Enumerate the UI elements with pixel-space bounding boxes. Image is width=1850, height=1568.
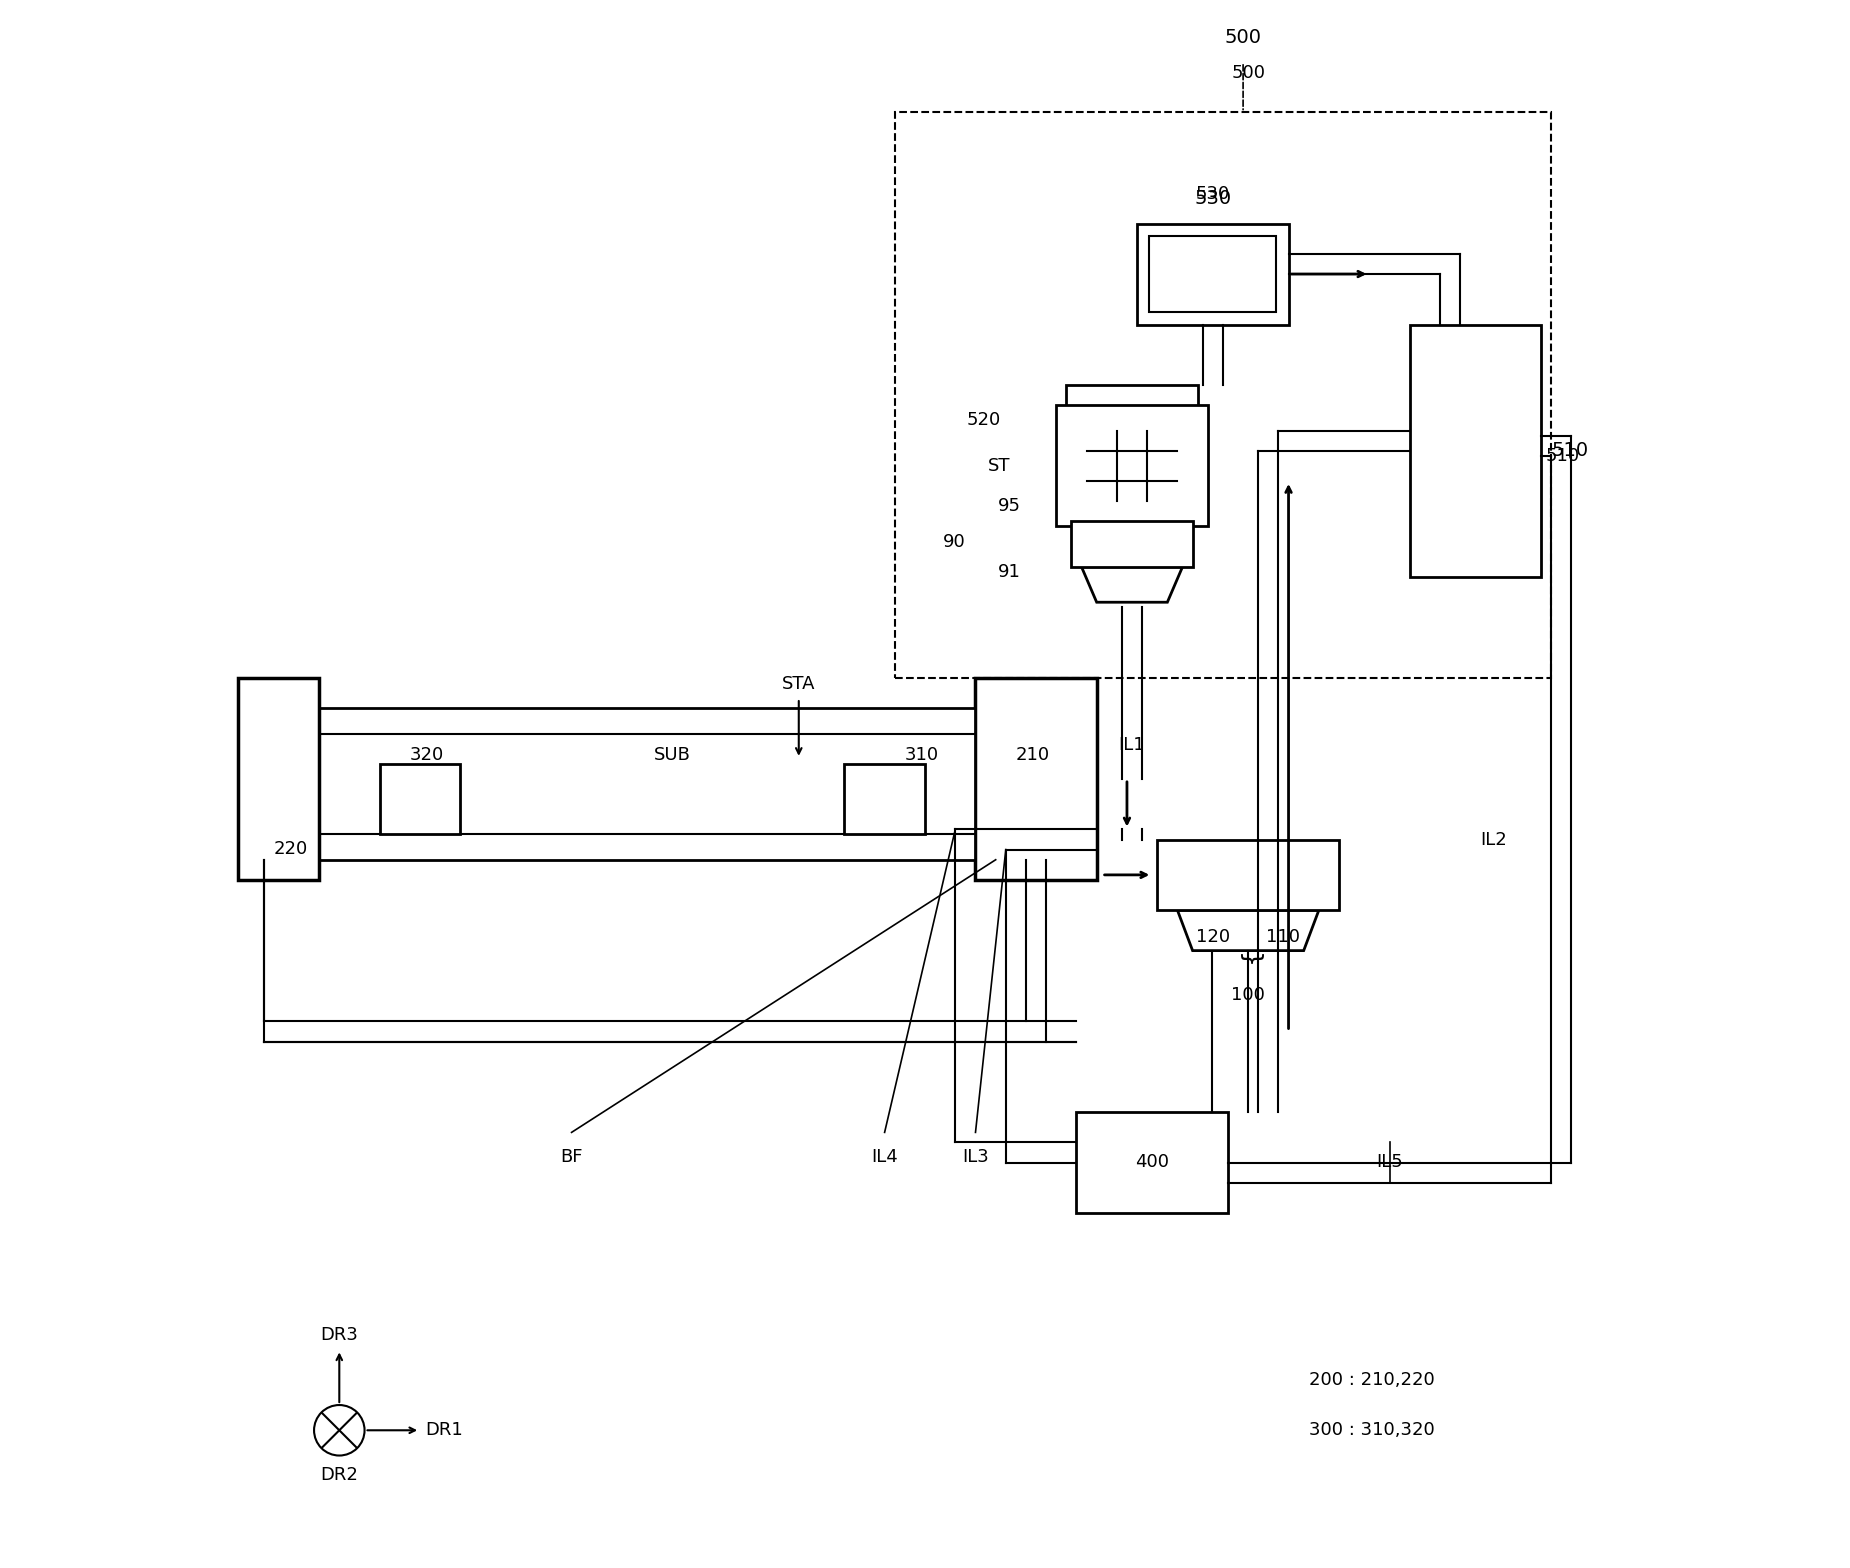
Text: 400: 400 — [1136, 1152, 1169, 1171]
Text: DR1: DR1 — [426, 1421, 462, 1439]
Text: 530: 530 — [1195, 185, 1230, 204]
Text: 120: 120 — [1195, 928, 1230, 946]
Text: STA: STA — [783, 676, 816, 693]
Bar — [975, 677, 1097, 880]
Text: 210: 210 — [1016, 746, 1051, 764]
Text: 90: 90 — [944, 533, 966, 550]
Text: IL4: IL4 — [871, 1148, 897, 1165]
Bar — [379, 764, 461, 834]
Text: 100: 100 — [1232, 986, 1265, 1004]
Text: DR3: DR3 — [320, 1327, 359, 1344]
Bar — [1138, 224, 1289, 325]
Text: 510: 510 — [1550, 441, 1587, 461]
Bar — [1158, 839, 1339, 911]
Text: 500: 500 — [1230, 64, 1265, 82]
Bar — [1066, 425, 1197, 450]
Bar — [1071, 522, 1193, 568]
Text: IL1: IL1 — [1119, 735, 1145, 754]
Text: 220: 220 — [274, 839, 307, 858]
Text: 110: 110 — [1267, 928, 1301, 946]
Text: 200 : 210,220: 200 : 210,220 — [1308, 1370, 1434, 1389]
Bar — [248, 709, 975, 859]
Text: 95: 95 — [997, 497, 1021, 516]
Bar — [239, 677, 318, 880]
Text: 510: 510 — [1547, 447, 1580, 464]
Text: 310: 310 — [905, 746, 940, 764]
Text: ST: ST — [988, 456, 1010, 475]
Text: BF: BF — [561, 1148, 583, 1165]
Text: 91: 91 — [997, 563, 1021, 580]
Bar — [1066, 386, 1197, 420]
Text: 530: 530 — [1195, 190, 1232, 209]
Bar — [1410, 325, 1541, 577]
Text: 520: 520 — [966, 411, 1001, 430]
Text: DR2: DR2 — [320, 1466, 359, 1483]
Bar — [1077, 1112, 1228, 1214]
Bar — [895, 113, 1550, 677]
Text: IL3: IL3 — [962, 1148, 990, 1165]
Bar — [844, 764, 925, 834]
Bar — [1149, 235, 1276, 312]
Text: IL2: IL2 — [1480, 831, 1508, 848]
Text: SUB: SUB — [655, 746, 692, 764]
Text: 500: 500 — [1225, 28, 1262, 47]
Bar — [1056, 405, 1208, 527]
Text: }: } — [1236, 953, 1260, 969]
Text: 300 : 310,320: 300 : 310,320 — [1308, 1421, 1434, 1439]
Text: 320: 320 — [411, 746, 444, 764]
Text: IL5: IL5 — [1376, 1152, 1402, 1171]
